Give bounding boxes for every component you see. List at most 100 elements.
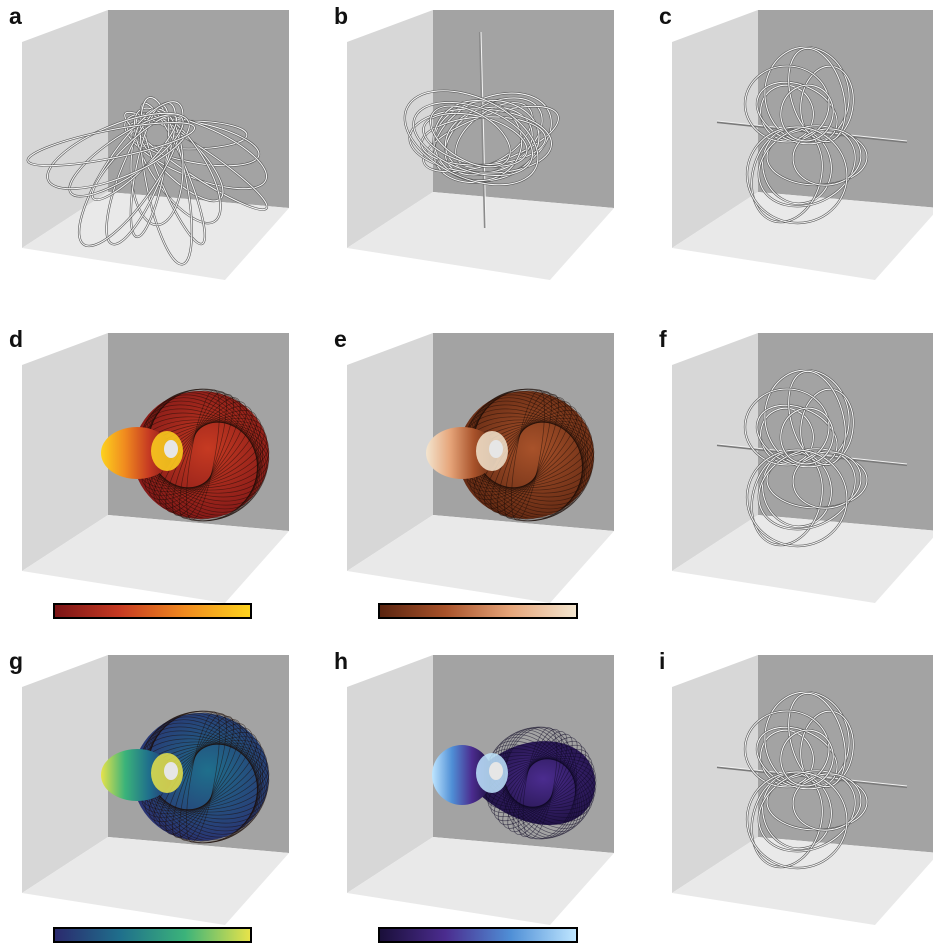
3d-axes-box [347,655,614,925]
panel-label: i [659,648,666,674]
field-loop [746,126,848,224]
field-lines [716,690,908,870]
surface-mesh-line [148,410,258,500]
field-lines [432,726,597,840]
3d-axes-box [672,10,933,280]
panel-f: f [655,323,933,623]
surface-mesh-line [517,728,563,838]
surface-mesh-line [142,404,264,506]
3d-axes-box [22,333,289,603]
surface-lobe-large [480,726,597,840]
axis-line [478,31,487,229]
field-loop [746,771,848,869]
surface-mesh-line [165,397,241,513]
colorbar-blues [378,927,578,943]
field-loop [744,710,830,788]
field-loop [413,101,534,177]
field-loop [792,773,862,831]
field-loop [404,90,539,186]
surface-mesh-line [144,414,262,496]
side-wall [347,10,433,248]
surface-mesh-line [502,737,578,829]
axis-line-highlight [480,31,487,229]
side-wall [672,10,758,248]
surface-mesh-line [141,418,265,492]
field-loop [744,65,830,143]
field-loop [792,128,862,186]
floor [22,192,289,280]
side-wall [22,333,108,571]
surface-mesh-line [159,723,247,831]
surface-mesh-line [465,408,591,502]
side-wall [672,333,758,571]
surface-mesh-line [492,740,588,826]
field-loop [744,388,830,466]
panel-label: f [659,326,667,352]
panel-d: d [5,323,305,623]
surface-mesh-line [469,400,587,510]
surface-lobe-large [458,388,595,522]
surface-mesh-line [497,734,583,832]
3d-axes-box [347,333,614,603]
side-wall [672,655,758,893]
field-lines [403,31,560,229]
field-loop [139,96,193,265]
field-lines [101,388,270,522]
field-loop [758,125,856,207]
field-loop [746,449,848,547]
surface-lobe-small [432,745,508,805]
colorbar-viridis [53,927,252,943]
3d-axes-box [347,10,614,280]
floor [672,837,933,925]
surface-lobe-small [101,427,183,479]
surface-mesh-line [144,400,262,510]
surface-mesh-line [500,731,580,835]
field-lines [716,45,908,225]
surface-mesh-line [144,736,262,818]
surface-mesh-line [487,752,593,814]
field-loop [46,112,190,190]
field-lines [101,710,270,844]
field-loop [780,84,834,142]
panel-label: h [334,648,349,674]
surface-mesh-line [142,726,264,828]
surface-mesh-line [466,418,590,492]
surface-mesh-line [153,727,253,827]
field-loop [105,102,177,245]
field-loop [429,105,511,168]
surface-mesh-line [497,740,583,826]
surface-mesh-line [478,405,578,505]
panel-b: b [330,0,630,300]
floor [347,515,614,603]
field-lines [716,368,908,548]
surface-mesh-line [467,404,589,506]
surface-mesh-line [504,727,576,839]
surface-throat [489,762,503,780]
colorbar-heat [53,603,252,619]
floor [347,192,614,280]
field-loop [792,451,862,509]
surface-mesh-line [473,410,583,500]
floor [22,837,289,925]
surface-mesh-line [484,401,572,509]
panel-label: c [659,3,672,29]
panel-a: a [5,0,305,300]
surface-mesh-line [140,730,266,824]
surface-mesh-line [493,744,587,822]
surface-mesh-line [495,737,585,829]
panel-h: h [330,645,630,945]
surface-mesh-line [172,394,234,516]
surface-mesh-line [165,719,241,835]
floor [672,192,933,280]
field-lines [26,96,269,266]
field-loop [788,370,846,466]
surface-throat [489,440,503,458]
floor [347,837,614,925]
panel-e: e [330,323,630,623]
3d-axes-box [22,10,289,280]
panel-label: g [9,648,24,674]
panel-g: g [5,645,305,945]
floor [672,515,933,603]
surface-mesh-line [502,729,578,837]
surface-throat [164,762,178,780]
